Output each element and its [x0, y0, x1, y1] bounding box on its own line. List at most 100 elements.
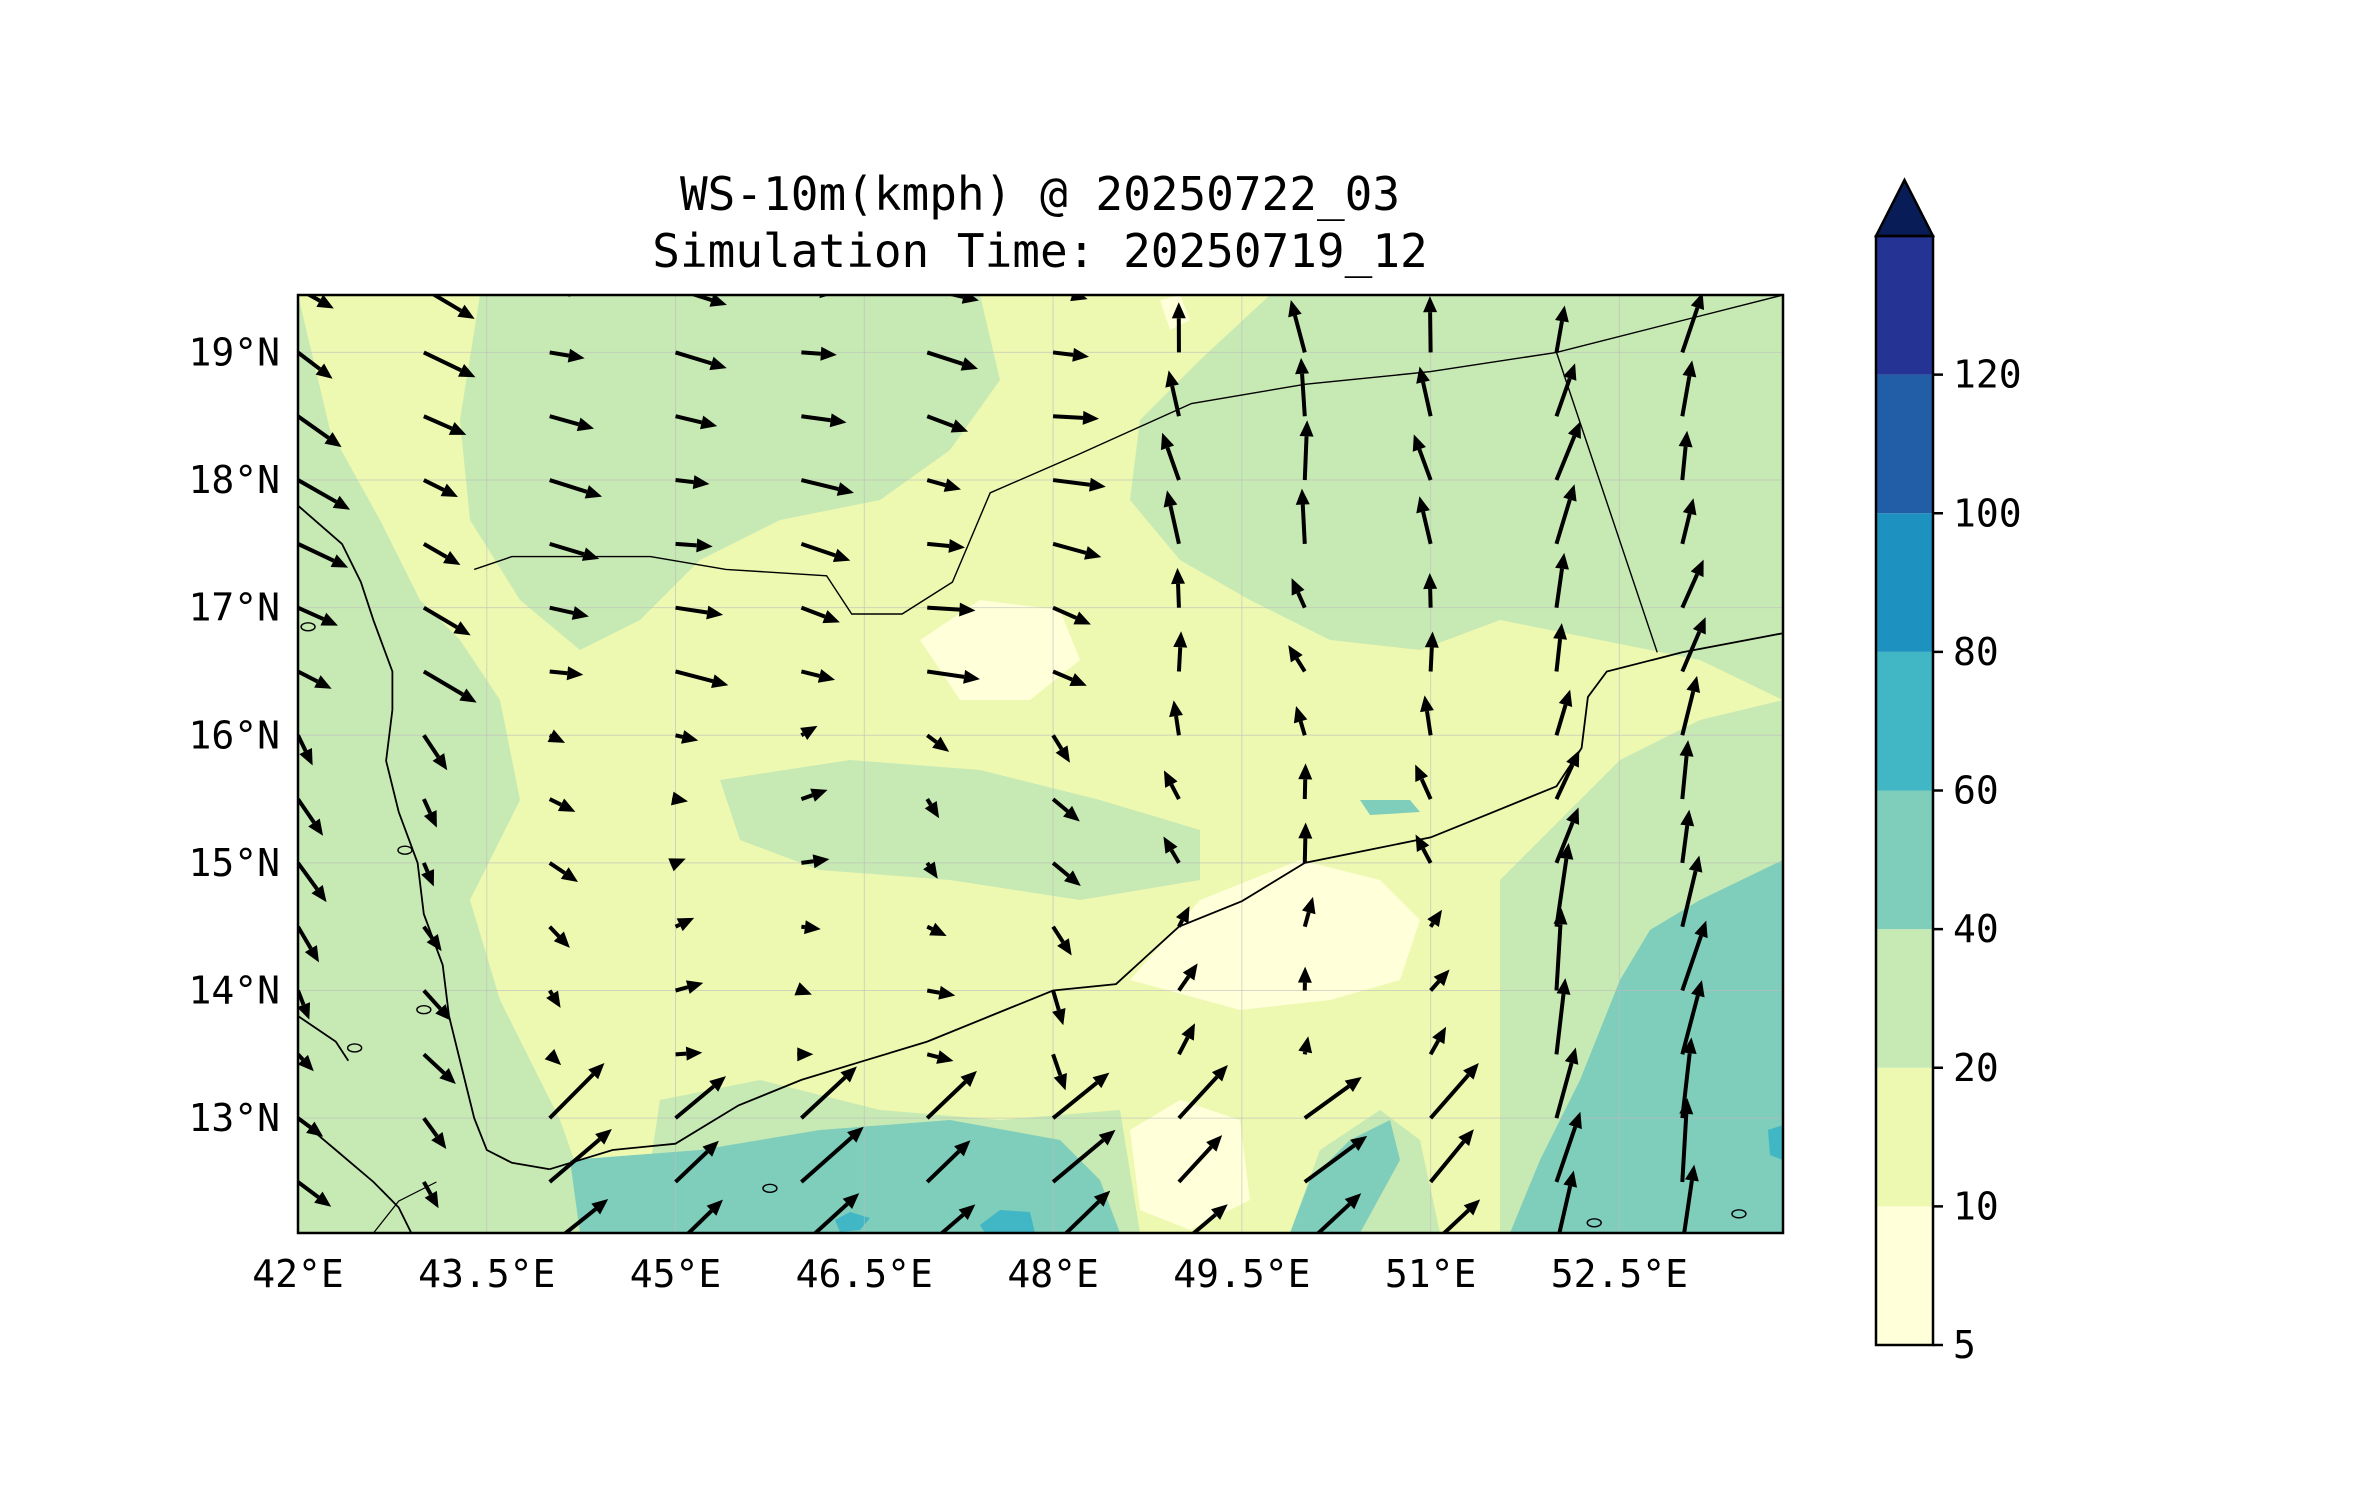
wind-arrow-shaft: [430, 295, 462, 313]
wind-arrow: [1177, 1065, 1228, 1120]
wind-arrow-shaft: [422, 1116, 439, 1138]
wind-arrow: [298, 669, 332, 689]
lon-tick-label: 45°E: [630, 1252, 722, 1296]
wind-arrow: [675, 414, 718, 430]
field-high-gulf: [570, 1120, 1120, 1233]
wind-arrow-shaft: [800, 669, 820, 678]
wind-arrow-head: [1344, 1193, 1362, 1210]
wind-arrow-head: [1301, 896, 1316, 915]
colorbar-extend-arrow: [1873, 177, 1936, 238]
wind-arrow: [1171, 567, 1186, 608]
wind-arrow-head: [298, 1054, 314, 1072]
wind-arrow: [1682, 1164, 1699, 1233]
wind-arrow-shaft: [1165, 447, 1181, 481]
wind-arrow-head: [1297, 966, 1312, 983]
wind-arrow: [1052, 605, 1091, 625]
wind-arrow: [298, 797, 324, 836]
wind-arrow: [1052, 669, 1087, 686]
wind-arrow-head: [670, 791, 688, 806]
wind-arrow-shaft: [1051, 1081, 1099, 1120]
wind-arrow: [422, 350, 476, 378]
wind-arrow: [1051, 1072, 1110, 1120]
wind-arrow-head: [1694, 920, 1708, 939]
wind-arrow: [1177, 963, 1198, 992]
wind-arrow-head: [1169, 700, 1183, 718]
wind-arrow-head: [567, 348, 585, 363]
wind-arrow-shaft: [925, 1080, 967, 1120]
wind-arrow-shaft: [1052, 350, 1074, 357]
field-high-south: [1290, 1120, 1400, 1233]
field-low-patch-3: [1130, 1100, 1250, 1230]
wind-arrow: [675, 538, 713, 553]
wind-arrow-shaft: [422, 1180, 433, 1196]
wind-arrow-shaft: [1170, 385, 1181, 417]
wind-arrow-shaft: [1051, 734, 1064, 751]
wind-arrow-shaft: [1302, 838, 1308, 863]
wind-arrow: [298, 734, 313, 766]
wind-arrow: [794, 982, 812, 996]
wind-arrow-head: [1089, 477, 1106, 492]
wind-arrow-shaft: [800, 605, 826, 619]
wind-arrow-head: [1165, 370, 1179, 388]
wind-arrow: [549, 541, 600, 561]
wind-arrow-shaft: [801, 414, 831, 423]
wind-arrow-head: [546, 990, 561, 1008]
wind-arrow-head: [431, 1131, 447, 1150]
wind-arrow-shaft: [298, 1116, 312, 1129]
wind-arrow-shaft: [926, 669, 965, 679]
wind-arrow-shaft: [926, 414, 954, 428]
wind-arrow: [926, 478, 961, 492]
coastline-eritrea: [298, 1015, 350, 1062]
wind-arrow-head: [1072, 347, 1089, 362]
wind-arrow: [1163, 770, 1181, 801]
wind-arrow: [1554, 978, 1571, 1055]
wind-arrow: [1679, 740, 1694, 800]
wind-arrow-shaft: [422, 798, 433, 814]
wind-arrow-shaft: [422, 542, 448, 559]
wind-arrow-shaft: [1051, 1053, 1063, 1076]
wind-arrow: [1067, 295, 1088, 302]
wind-arrow-shaft: [1302, 911, 1311, 928]
wind-arrow-head: [1563, 484, 1577, 502]
wind-arrow: [1680, 855, 1703, 928]
lon-tick-label: 49.5°E: [1173, 1252, 1310, 1296]
wind-arrow-head: [1344, 1076, 1362, 1092]
wind-arrow-head: [1171, 567, 1186, 585]
wind-arrow-shaft: [422, 734, 441, 759]
wind-arrow-shaft: [926, 1052, 939, 1059]
wind-arrow: [422, 989, 452, 1021]
wind-arrow: [562, 1199, 609, 1233]
wind-arrow: [298, 925, 319, 963]
wind-arrow-shaft: [675, 414, 703, 425]
lat-tick-label: 14°N: [188, 969, 280, 1013]
wind-arrow: [685, 1199, 723, 1233]
wind-arrow: [675, 980, 704, 994]
wind-arrow-head: [681, 730, 699, 744]
wind-arrow-shaft: [1554, 638, 1563, 672]
wind-arrow-shaft: [1680, 513, 1692, 545]
wind-arrow-shaft: [674, 922, 681, 929]
wind-arrow-head: [1420, 695, 1434, 713]
wind-arrow: [1052, 347, 1089, 362]
wind-arrow: [670, 791, 688, 806]
wind-arrow-shaft: [1554, 763, 1575, 800]
coastline-gulf-of-aden: [549, 632, 1783, 1171]
wind-arrow-head: [588, 1063, 605, 1080]
wind-arrow: [674, 350, 727, 371]
wind-arrow-shaft: [1051, 861, 1070, 878]
wind-arrow-shaft: [925, 861, 931, 867]
wind-arrow-head: [1182, 963, 1198, 981]
wind-arrow: [422, 1052, 456, 1085]
wind-arrow-shaft: [800, 478, 839, 492]
wind-arrow-head: [439, 1068, 456, 1085]
wind-arrow-head: [1563, 363, 1577, 381]
wind-arrow: [1298, 1036, 1313, 1055]
wind-arrow: [1288, 645, 1307, 673]
wind-arrow-head: [591, 1199, 609, 1215]
wind-arrow: [422, 925, 442, 952]
wind-arrow: [548, 861, 579, 882]
wind-arrow: [801, 413, 847, 428]
colorbar-tick-label: 10: [1953, 1184, 1999, 1228]
wind-arrow: [298, 1180, 332, 1207]
wind-arrow-shaft: [1680, 375, 1692, 417]
